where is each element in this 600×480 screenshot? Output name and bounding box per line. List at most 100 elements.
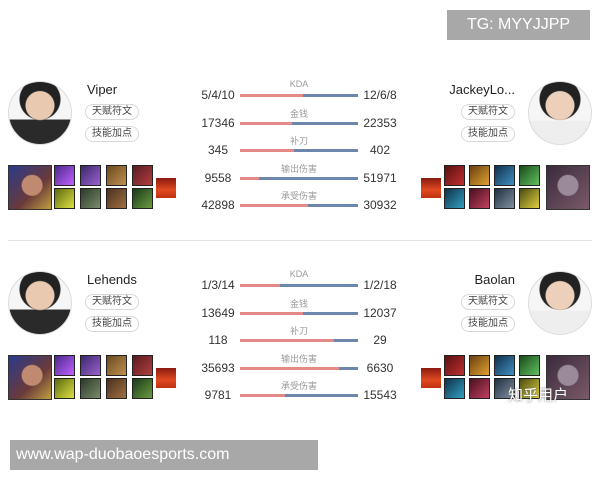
stat-bar	[240, 366, 358, 370]
skills-button-left[interactable]: 技能加点	[85, 126, 139, 142]
stat-label: 承受伤害	[280, 381, 317, 391]
item-icon-right	[444, 355, 465, 376]
item-icon-left	[80, 165, 101, 186]
stat-left-value: 9781	[204, 388, 232, 402]
runes-button-right[interactable]: 天赋符文	[461, 294, 515, 310]
item-icon-left	[106, 188, 127, 209]
avatar-right[interactable]	[528, 81, 592, 145]
watermark-top: TG: MYYJJPP	[447, 10, 590, 40]
item-icon-left	[132, 355, 153, 376]
stat-label: 输出伤害	[280, 163, 317, 174]
item-icon-right	[519, 165, 540, 186]
stat-bar-left-fill	[240, 149, 295, 152]
stat-right-value: 30932	[363, 198, 397, 212]
champion-icon-right	[546, 165, 590, 210]
item-icon-left	[80, 355, 101, 376]
stat-left-value: 345	[207, 143, 229, 157]
item-icon-right	[519, 188, 540, 209]
stat-label: KDA	[289, 269, 309, 279]
skills-button-right[interactable]: 技能加点	[461, 316, 515, 332]
stat-label: 金钱	[289, 298, 308, 309]
avatar-left[interactable]	[8, 271, 72, 335]
stat-bar	[240, 339, 358, 342]
player-name-left[interactable]: Viper	[87, 82, 118, 97]
runes-button-left[interactable]: 天赋符文	[85, 104, 139, 120]
stat-bar-left-fill	[240, 339, 335, 342]
stat-label: 金钱	[289, 108, 308, 119]
matchup-1: Viper 天赋符文技能加点 JackeyLo... 天赋符文技能加点 KDA 5/4/1…	[0, 75, 600, 225]
player-name-right[interactable]: JackeyLo...	[449, 82, 515, 97]
stat-right-value: 402	[369, 143, 391, 157]
item-icon-left	[54, 188, 75, 209]
avatar-left[interactable]	[8, 81, 72, 145]
divider	[8, 240, 592, 241]
item-icon-left	[54, 378, 75, 399]
stat-left-value: 35693	[201, 360, 235, 375]
player-name-right[interactable]: Baolan	[474, 272, 515, 287]
item-icon-right	[444, 188, 465, 209]
stat-bar	[240, 176, 358, 180]
item-icon-left	[132, 165, 153, 186]
watermark-bottom: www.wap-duobaoesports.com	[10, 440, 318, 470]
stat-bar	[240, 121, 358, 125]
stat-right-value: 12037	[363, 305, 397, 320]
stat-right-value: 22353	[363, 115, 397, 130]
player-name-left[interactable]: Lehends	[87, 272, 137, 287]
champion-icon-left	[8, 165, 52, 210]
stat-bar-left-fill	[240, 311, 303, 315]
item-icon-right	[469, 378, 490, 399]
matchup-2: Lehends 天赋符文技能加点 Baolan 天赋符文技能加点 KDA 1/3/14 1/…	[0, 265, 600, 415]
stat-bar-left-fill	[240, 94, 303, 97]
stat-bar-left-fill	[240, 204, 309, 207]
stat-left-value: 9558	[204, 170, 232, 185]
stat-bar-left-fill	[240, 121, 292, 125]
runes-button-left[interactable]: 天赋符文	[85, 294, 139, 310]
item-icon-right	[444, 165, 465, 186]
stat-label: KDA	[289, 79, 309, 89]
stat-label: 补刀	[289, 136, 308, 146]
stat-bar-left-fill	[240, 366, 340, 370]
stat-bar	[240, 311, 358, 315]
item-icon-right	[494, 355, 515, 376]
trinket-icon-right	[421, 178, 441, 198]
skills-button-left[interactable]: 技能加点	[85, 316, 139, 332]
stat-right-value: 51971	[363, 170, 397, 185]
item-icon-left	[106, 355, 127, 376]
item-icon-right	[444, 378, 465, 399]
trinket-icon-left	[156, 368, 176, 388]
item-icon-left	[80, 378, 101, 399]
item-icon-right	[469, 188, 490, 209]
item-icon-right	[469, 165, 490, 186]
stat-left-value: 5/4/10	[201, 88, 235, 102]
item-icon-left	[80, 188, 101, 209]
stat-right-value: 12/6/8	[363, 88, 397, 102]
champion-icon-left	[8, 355, 52, 400]
stat-bar-left-fill	[240, 176, 259, 180]
item-icon-right	[494, 188, 515, 209]
stat-bar	[240, 149, 358, 152]
runes-button-right[interactable]: 天赋符文	[461, 104, 515, 120]
stat-label: 输出伤害	[280, 353, 317, 364]
item-icon-left	[106, 378, 127, 399]
skills-button-right[interactable]: 技能加点	[461, 126, 515, 142]
stat-left-value: 118	[208, 333, 228, 347]
stat-right-value: 6630	[366, 360, 394, 375]
item-icon-left	[132, 378, 153, 399]
stat-bar	[240, 284, 358, 287]
stat-label: 承受伤害	[280, 191, 317, 201]
stat-left-value: 42898	[201, 198, 235, 212]
stat-right-value: 1/2/18	[363, 278, 397, 292]
trinket-icon-right	[421, 368, 441, 388]
item-icon-right	[494, 165, 515, 186]
trinket-icon-left	[156, 178, 176, 198]
item-icon-right	[494, 378, 515, 399]
item-icon-left	[132, 188, 153, 209]
stat-bar-left-fill	[240, 284, 281, 287]
stat-bar	[240, 94, 358, 97]
item-icon-left	[106, 165, 127, 186]
stat-left-value: 1/3/14	[201, 278, 235, 292]
stat-right-value: 29	[373, 333, 387, 347]
watermark-zhihu: 知乎用户	[508, 387, 569, 404]
stat-bar-left-fill	[240, 394, 285, 397]
avatar-right[interactable]	[528, 271, 592, 335]
